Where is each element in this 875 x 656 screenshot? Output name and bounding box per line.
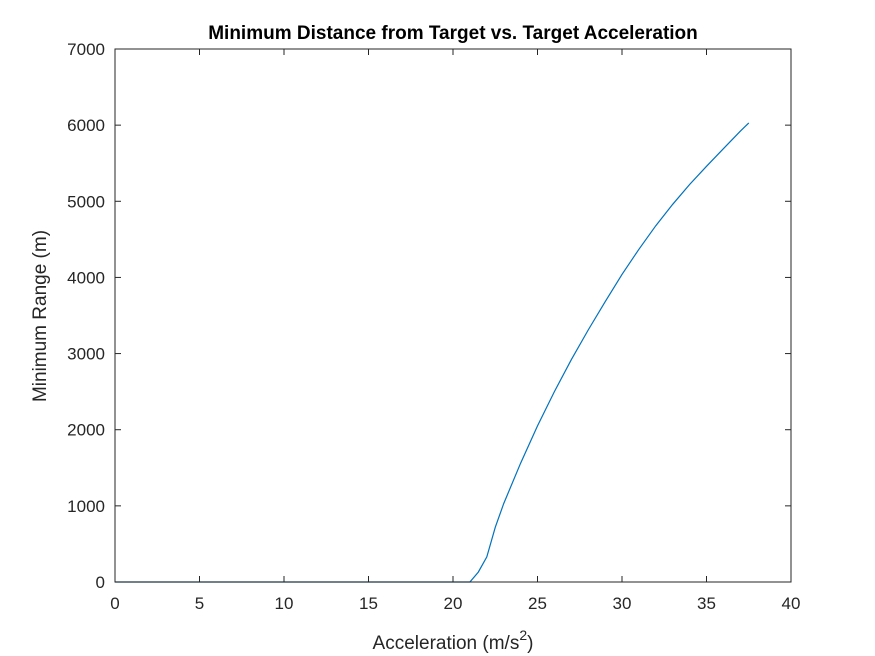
x-axis-ticks: 0 5 10 15 20 25 30 35 40 xyxy=(110,49,800,613)
x-tick-label: 0 xyxy=(110,594,119,613)
x-tick-label: 10 xyxy=(275,594,294,613)
y-tick-label: 5000 xyxy=(67,192,105,211)
x-tick-label: 40 xyxy=(782,594,801,613)
y-axis-ticks: 0 1000 2000 3000 4000 5000 6000 7000 xyxy=(67,40,791,592)
y-tick-label: 0 xyxy=(96,573,105,592)
x-tick-label: 25 xyxy=(528,594,547,613)
x-tick-label: 5 xyxy=(195,594,204,613)
x-axis-label-superscript: 2 xyxy=(519,627,527,643)
y-tick-label: 4000 xyxy=(67,268,105,287)
x-tick-label: 20 xyxy=(444,594,463,613)
x-axis-label-suffix: ) xyxy=(527,633,533,654)
x-tick-label: 30 xyxy=(613,594,632,613)
x-tick-label: 15 xyxy=(359,594,378,613)
y-axis-label: Minimum Range (m) xyxy=(30,230,51,402)
y-tick-label: 7000 xyxy=(67,40,105,59)
x-axis-label: Acceleration (m/s2) xyxy=(373,627,534,654)
y-tick-label: 6000 xyxy=(67,116,105,135)
chart-title: Minimum Distance from Target vs. Target … xyxy=(208,23,698,44)
y-tick-label: 2000 xyxy=(67,421,105,440)
x-tick-label: 35 xyxy=(697,594,716,613)
y-tick-label: 1000 xyxy=(67,497,105,516)
x-axis-label-text: Acceleration (m/s xyxy=(373,633,520,654)
y-tick-label: 3000 xyxy=(67,345,105,364)
